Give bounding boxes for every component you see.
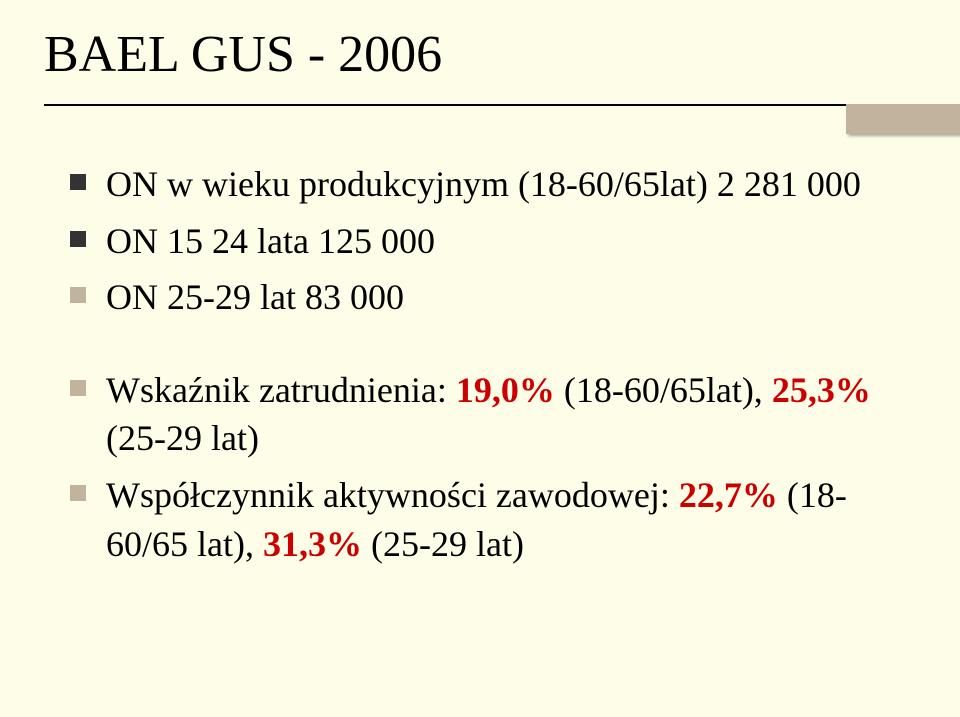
highlight-text: 19,0% [456,370,555,410]
accent-block [846,104,960,134]
highlight-text: 22,7% [679,475,778,515]
text-span: (25-29 lat) [362,524,524,564]
text-span: (25-29 lat) [106,418,259,458]
slide: BAEL GUS - 2006 ON w wieku produkcyjnym … [0,0,960,717]
list-item: ON w wieku produkcyjnym (18-60/65lat) 2 … [70,160,900,209]
highlight-text: 31,3% [263,524,362,564]
content-area: ON w wieku produkcyjnym (18-60/65lat) 2 … [70,160,900,576]
text-span: Wskaźnik zatrudnienia: [106,370,456,410]
text-span: ON 15 24 lata 125 000 [106,221,435,261]
bullet-icon [70,231,86,247]
bullet-text: ON w wieku produkcyjnym (18-60/65lat) 2 … [106,160,861,209]
list-item: ON 25-29 lat 83 000 [70,273,900,322]
bullet-icon [70,174,86,190]
title-area: BAEL GUS - 2006 [44,26,916,83]
bullet-text: Współczynnik aktywności zawodowej: 22,7%… [106,471,900,568]
bullet-icon [70,485,86,501]
spacer [70,330,900,366]
bullet-text: Wskaźnik zatrudnienia: 19,0% (18-60/65la… [106,366,900,463]
bullet-text: ON 25-29 lat 83 000 [106,273,404,322]
bullet-icon [70,287,86,303]
text-span: ON 25-29 lat 83 000 [106,277,404,317]
title-divider [44,104,916,106]
list-item: Wskaźnik zatrudnienia: 19,0% (18-60/65la… [70,366,900,463]
bullet-text: ON 15 24 lata 125 000 [106,217,435,266]
text-span: Współczynnik aktywności zawodowej: [106,475,679,515]
highlight-text: 25,3% [772,370,871,410]
text-span: ON w wieku produkcyjnym (18-60/65lat) 2 … [106,164,861,204]
slide-title: BAEL GUS - 2006 [44,26,916,83]
text-span: (18-60/65lat), [555,370,772,410]
bullet-icon [70,380,86,396]
list-item: Współczynnik aktywności zawodowej: 22,7%… [70,471,900,568]
list-item: ON 15 24 lata 125 000 [70,217,900,266]
